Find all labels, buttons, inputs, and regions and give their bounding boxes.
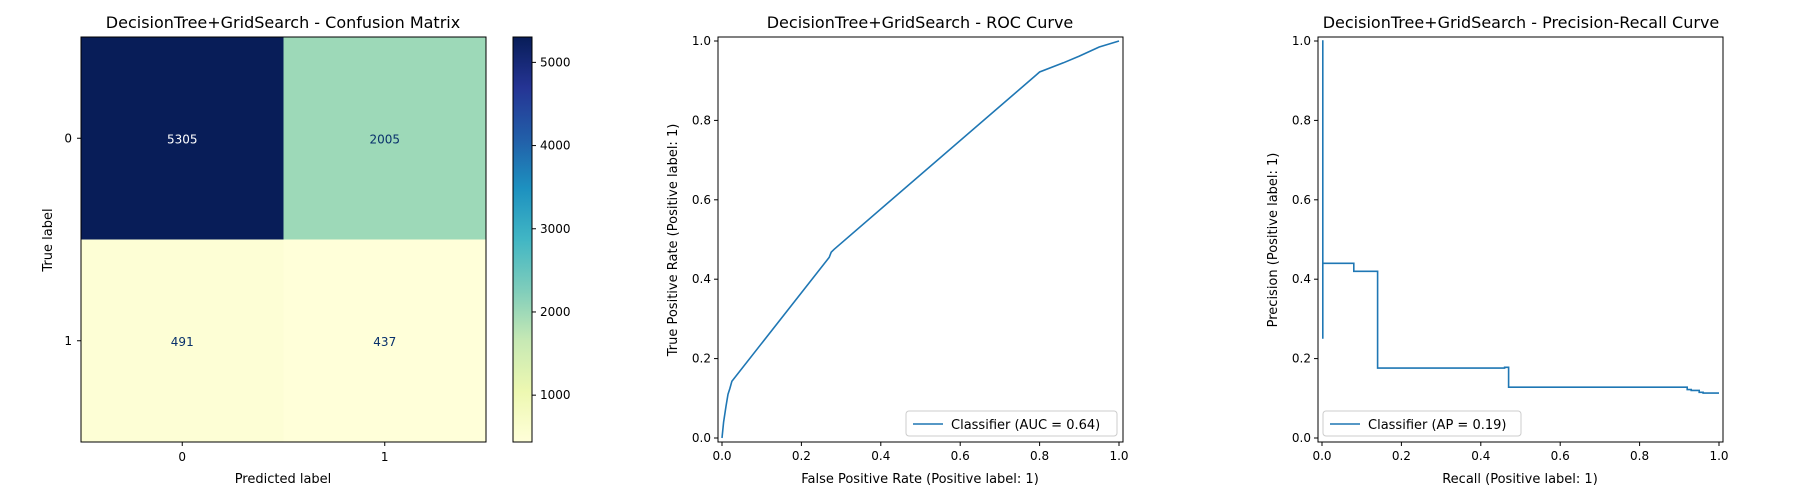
roc-legend-label: Classifier (AUC = 0.64) (951, 418, 1100, 433)
colorbar-tick-label: 3000 (540, 222, 571, 236)
x-tick-label: 0.6 (951, 449, 970, 463)
confusion-matrix-frame (80, 36, 487, 443)
colorbar-ticks: 1000 2000 3000 4000 5000 (532, 55, 571, 402)
pr-ticks: 0.0 0.2 0.4 0.6 0.8 1.0 0.0 0.2 0.4 0.6 0.8 1.0 (1292, 34, 1729, 463)
matrix-cell-value: 2005 (369, 132, 400, 146)
matrix-cell (81, 37, 284, 240)
y-tick-label: 0.4 (1292, 272, 1311, 286)
x-tick-label: 0.8 (1030, 449, 1049, 463)
x-tick-label: 0.2 (792, 449, 811, 463)
y-tick-label: 0.8 (692, 113, 711, 127)
y-tick-label: 0.6 (692, 193, 711, 207)
x-tick-label: 0.4 (1471, 449, 1490, 463)
matrix-cell (81, 239, 284, 442)
y-tick-label: 0.8 (1292, 113, 1311, 127)
y-tick-label: 1.0 (692, 34, 711, 48)
roc-axes-frame (717, 36, 1124, 443)
x-tick-label: 1.0 (1109, 449, 1128, 463)
pr-curve-panel: DecisionTree+GridSearch - Precision-Reca… (1266, 13, 1729, 487)
y-tick-label: 0.0 (1292, 431, 1311, 445)
x-tick-label: 1.0 (1709, 449, 1728, 463)
x-tick-label: 1 (381, 450, 389, 464)
roc-curve-title: DecisionTree+GridSearch - ROC Curve (767, 13, 1074, 32)
y-tick-label: 0.2 (692, 352, 711, 366)
roc-curve-panel: DecisionTree+GridSearch - ROC Curve 0.0 0… (666, 13, 1129, 487)
roc-legend-box (905, 410, 1118, 437)
roc-legend: Classifier (AUC = 0.64) (905, 410, 1118, 437)
x-tick-label: 0.6 (1551, 449, 1570, 463)
pr-xlabel: Recall (Positive label: 1) (1442, 472, 1598, 487)
colorbar-tick-label: 2000 (540, 305, 571, 319)
x-tick-label: 0.0 (1312, 449, 1331, 463)
confusion-matrix-panel: DecisionTree+GridSearch - Confusion Matr… (41, 13, 571, 487)
pr-ylabel: Precision (Positive label: 1) (1266, 153, 1281, 328)
x-tick-label: 0.0 (712, 449, 731, 463)
y-tick-label: 0 (64, 131, 72, 145)
colorbar (512, 36, 533, 443)
pr-curve-title: DecisionTree+GridSearch - Precision-Reca… (1323, 13, 1720, 32)
matrix-cell (283, 37, 486, 240)
x-tick-label: 0.4 (871, 449, 890, 463)
matrix-cell-value: 5305 (167, 132, 198, 146)
confusion-matrix-title: DecisionTree+GridSearch - Confusion Matr… (106, 13, 460, 32)
pr-axes-frame (1317, 36, 1724, 443)
matrix-cell (283, 239, 486, 442)
pr-legend: Classifier (AP = 0.19) (1322, 410, 1522, 437)
y-tick-label: 0.4 (692, 272, 711, 286)
y-tick-label: 0.6 (1292, 193, 1311, 207)
x-tick-label: 0 (178, 450, 186, 464)
confusion-matrix-ylabel: True label (41, 208, 56, 272)
colorbar-tick-label: 5000 (540, 55, 571, 69)
roc-series-line (721, 40, 1120, 439)
roc-ylabel: True Positive Rate (Positive label: 1) (666, 124, 681, 358)
y-tick-label: 1.0 (1292, 34, 1311, 48)
confusion-matrix-cells: 5305 2005 491 437 (81, 37, 486, 442)
confusion-matrix-ticks: 0 1 0 1 (64, 131, 388, 464)
pr-legend-label: Classifier (AP = 0.19) (1368, 418, 1506, 433)
x-tick-label: 0.2 (1392, 449, 1411, 463)
y-tick-label: 1 (64, 334, 72, 348)
confusion-matrix-xlabel: Predicted label (235, 472, 332, 487)
x-tick-label: 0.8 (1630, 449, 1649, 463)
y-tick-label: 0.2 (1292, 352, 1311, 366)
pr-series-line (1322, 40, 1719, 394)
colorbar-tick-label: 1000 (540, 388, 571, 402)
roc-ticks: 0.0 0.2 0.4 0.6 0.8 1.0 0.0 0.2 0.4 0.6 0.8 1.0 (692, 34, 1129, 463)
roc-xlabel: False Positive Rate (Positive label: 1) (801, 472, 1039, 487)
colorbar-tick-label: 4000 (540, 139, 571, 153)
y-tick-label: 0.0 (692, 431, 711, 445)
matrix-cell-value: 491 (171, 335, 194, 349)
pr-legend-box (1322, 410, 1522, 437)
matrix-cell-value: 437 (373, 335, 396, 349)
